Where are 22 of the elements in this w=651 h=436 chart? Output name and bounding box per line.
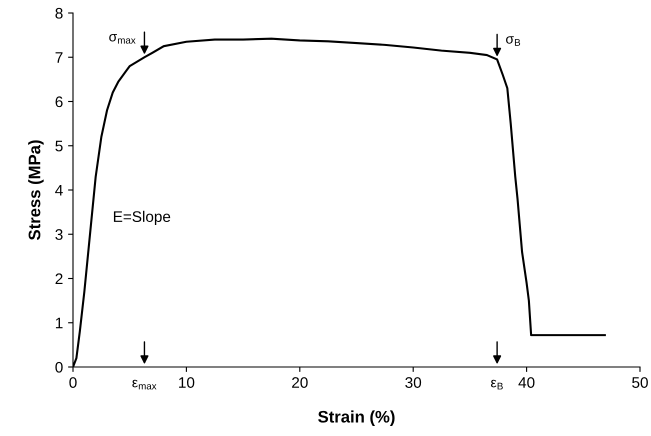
text: ε$_{B}$ xyxy=(490,380,503,390)
x-axis-title: Strain (%) xyxy=(318,410,395,426)
annotation: σ$_{B}$ xyxy=(506,36,520,46)
x-tick-label: 0 xyxy=(69,377,77,388)
annotation: E=Slope xyxy=(114,210,170,226)
y-tick-label: 7 xyxy=(56,52,63,63)
x-tick-label: 20 xyxy=(292,377,308,388)
y-tick-label: 2 xyxy=(56,273,63,284)
y-tick-label: 6 xyxy=(56,96,63,108)
x-tick-label: 10 xyxy=(179,377,194,388)
y-tick-label: 5 xyxy=(55,140,63,152)
x-tick-label: 40 xyxy=(518,377,534,388)
y-tick-label: 0 xyxy=(55,362,63,373)
y-tick-label: 3 xyxy=(55,229,63,240)
y-tick-label: 4 xyxy=(55,185,63,196)
text: ε$_{max}$ xyxy=(132,380,156,390)
y-tick-label: 1 xyxy=(56,318,63,328)
x-tick-label: 30 xyxy=(405,377,422,388)
y-axis-title: Stress (MPa) xyxy=(28,140,44,240)
x-tick-label: 50 xyxy=(632,377,648,388)
y-tick-label: 8 xyxy=(55,8,63,19)
annotation: σ$_{max}$ xyxy=(109,34,136,44)
